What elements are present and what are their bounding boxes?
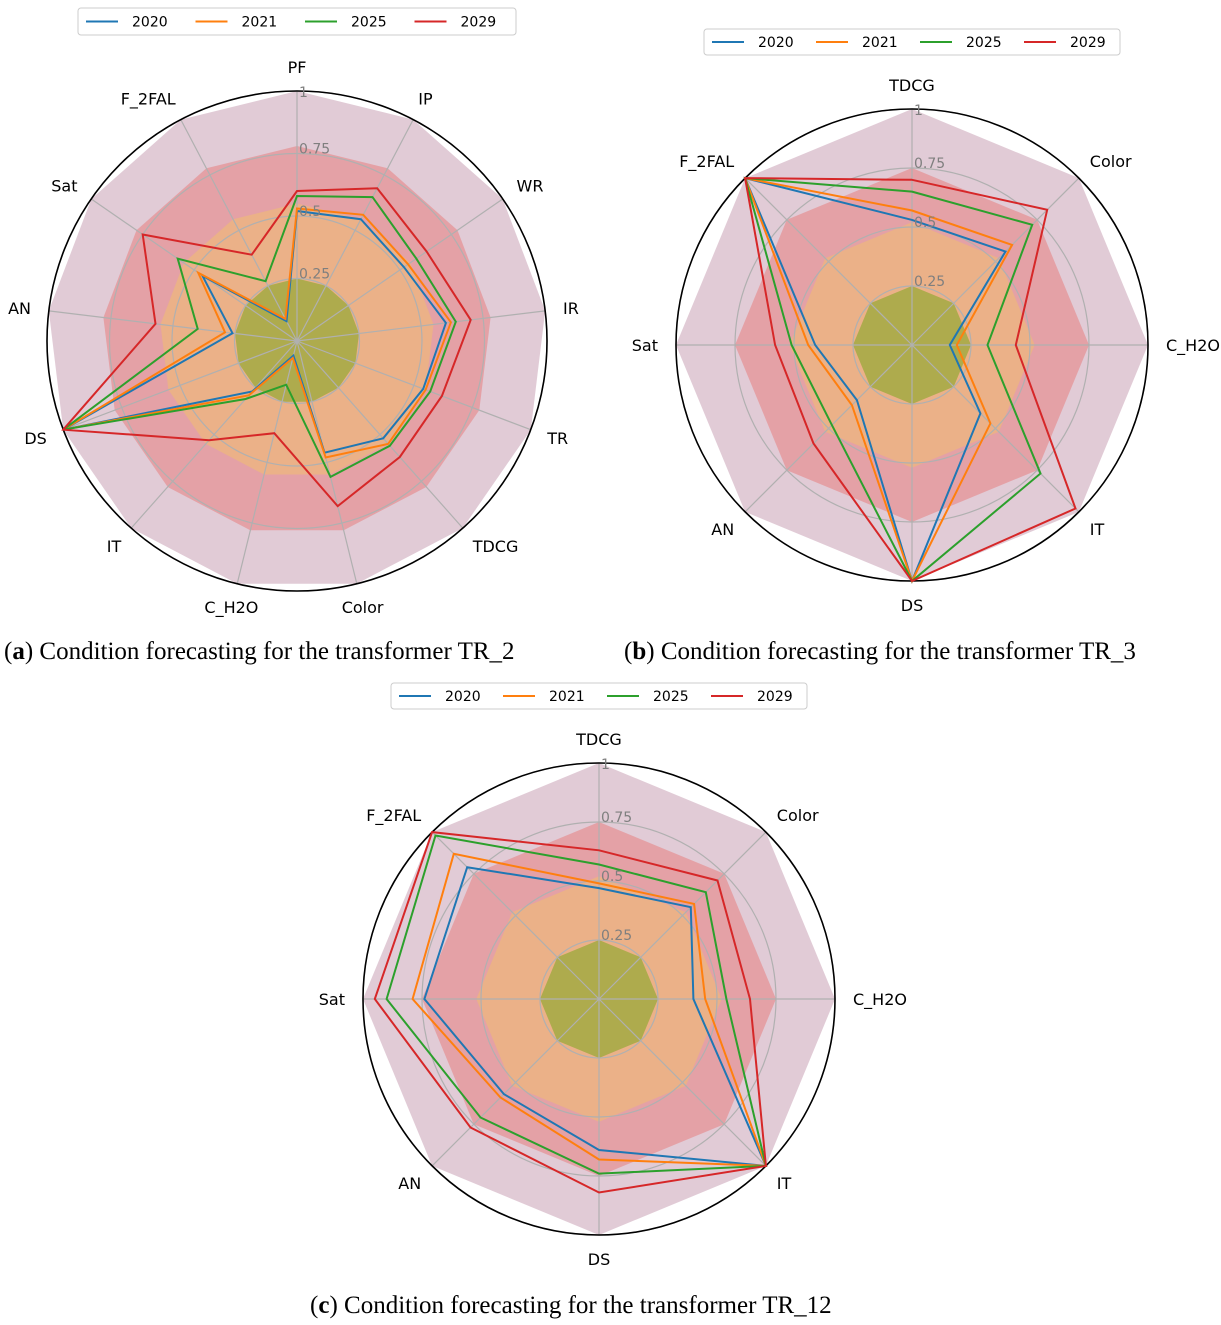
grid-spoke: [90, 198, 298, 342]
legend-label-2021: 2021: [549, 689, 585, 705]
legend-label-2025: 2025: [966, 35, 1002, 51]
grid-spoke: [296, 310, 546, 342]
radial-tick-label: 0.5: [299, 204, 321, 220]
series-line-2020: [423, 866, 768, 1168]
legend-box: [390, 682, 808, 710]
grid-spoke: [431, 831, 600, 1000]
axis-label-Color: Color: [777, 806, 819, 825]
axis-label-AN: AN: [711, 520, 734, 539]
series-line-2029: [743, 177, 1077, 583]
legend-label-2020: 2020: [758, 35, 794, 51]
axis-label-IT: IT: [1090, 520, 1105, 539]
series-line-2021: [411, 852, 768, 1167]
radar-chart-c: 0.25 0.5 0.75 1 TDCG Color C_H2O IT DS AN Sat F_2FA…: [319, 682, 907, 1269]
grid-spoke: [130, 340, 298, 529]
legend-box: [703, 28, 1121, 56]
axis-label-AN: AN: [398, 1174, 421, 1193]
radial-tick-label: 1: [914, 103, 923, 119]
series-line-2025: [62, 194, 457, 479]
caption-c: (c) Condition forecasting for the transf…: [310, 1292, 832, 1319]
grid-spoke: [236, 340, 298, 584]
radar-chart-a: 0.25 0.5 0.75 1 PF IP WR IR TR TDCG Color C_H2O IT DS…: [8, 7, 579, 618]
legend-box: [77, 7, 517, 36]
axis-label-Color: Color: [342, 598, 384, 617]
axis-label-IT: IT: [107, 537, 122, 556]
series-line-2025: [385, 834, 768, 1175]
radial-tick-label: 0.75: [601, 810, 632, 826]
radial-tick-label: 0.5: [601, 869, 623, 885]
radial-tick-label: 1: [299, 85, 308, 101]
legend-label-2029: 2029: [757, 689, 793, 705]
axis-label-Sat: Sat: [319, 990, 345, 1009]
radial-tick-label: 0.5: [914, 215, 936, 231]
axis-label-C_H2O: C_H2O: [853, 990, 907, 1010]
radial-tick-label: 0.25: [601, 928, 632, 944]
axis-label-TDCG: TDCG: [888, 76, 935, 95]
grid-spoke: [62, 340, 298, 431]
axis-label-DS: DS: [588, 1250, 610, 1269]
axis-label-DS: DS: [24, 429, 46, 448]
legend-label-2025: 2025: [351, 15, 387, 31]
legend-label-2029: 2029: [1070, 35, 1106, 51]
axis-label-AN: AN: [8, 299, 31, 318]
radial-tick-label: 0.75: [914, 156, 945, 172]
axis-label-F_2FAL: F_2FAL: [366, 806, 421, 826]
axis-label-IT: IT: [777, 1174, 792, 1193]
axis-label-TDCG: TDCG: [472, 537, 519, 556]
axis-label-Color: Color: [1090, 152, 1132, 171]
axis-label-IR: IR: [563, 299, 579, 318]
grid-spoke: [911, 344, 1080, 513]
grid-spoke: [180, 119, 298, 342]
grid-spoke: [296, 340, 464, 529]
radial-tick-label: 0.75: [299, 142, 330, 158]
legend-label-2021: 2021: [862, 35, 898, 51]
radar-chart-b: 0.25 0.5 0.75 1 TDCG Color C_H2O IT DS AN Sat F_2FA…: [632, 28, 1220, 615]
legend-label-2029: 2029: [461, 15, 497, 31]
grid-spoke: [744, 344, 913, 513]
caption-b: (b) Condition forecasting for the transf…: [624, 638, 1136, 665]
grid-spoke: [296, 340, 358, 584]
radial-tick-label: 0.25: [299, 267, 330, 283]
grid-spoke: [296, 198, 504, 342]
grid-spoke: [431, 998, 600, 1167]
legend-label-2020: 2020: [132, 15, 168, 31]
axis-label-TDCG: TDCG: [575, 730, 622, 749]
radar-panel-a: 0.25 0.5 0.75 1 PF IP WR IR TR TDCG Color C_H2O IT DS…: [0, 0, 600, 670]
axis-label-C_H2O: C_H2O: [1166, 336, 1220, 356]
axis-label-F_2FAL: F_2FAL: [679, 152, 734, 172]
axis-label-TR: TR: [546, 429, 568, 448]
grid-spoke: [598, 998, 767, 1167]
legend-label-2021: 2021: [242, 15, 278, 31]
grid-spoke: [911, 177, 1080, 346]
outer-frame: [46, 90, 548, 592]
grid-spoke: [296, 340, 532, 431]
radial-tick-label: 0.25: [914, 274, 945, 290]
radar-panel-c: 0.25 0.5 0.75 1 TDCG Color C_H2O IT DS AN Sat F_2FA…: [0, 675, 1221, 1325]
axis-label-F_2FAL: F_2FAL: [121, 89, 176, 109]
axis-label-DS: DS: [901, 596, 923, 615]
grid-spoke: [48, 310, 298, 342]
caption-a: (a) Condition forecasting for the transf…: [4, 638, 515, 665]
grid-spoke: [744, 177, 913, 346]
series-line-2021: [62, 207, 453, 459]
legend-label-2020: 2020: [445, 689, 481, 705]
grid-spoke: [598, 831, 767, 1000]
axis-label-C_H2O: C_H2O: [204, 598, 258, 618]
outer-frame: [362, 762, 836, 1236]
axis-label-Sat: Sat: [632, 336, 658, 355]
axis-label-PF: PF: [288, 58, 307, 77]
axis-label-WR: WR: [517, 176, 544, 195]
radar-panel-b: 0.25 0.5 0.75 1 TDCG Color C_H2O IT DS AN Sat F_2FA…: [610, 0, 1221, 670]
radial-tick-label: 1: [601, 757, 610, 773]
series-line-2029: [61, 187, 472, 508]
legend-label-2025: 2025: [653, 689, 689, 705]
axis-label-Sat: Sat: [51, 176, 77, 195]
axis-label-IP: IP: [418, 89, 433, 108]
grid-spoke: [296, 119, 414, 342]
series-line-2029: [373, 831, 767, 1194]
